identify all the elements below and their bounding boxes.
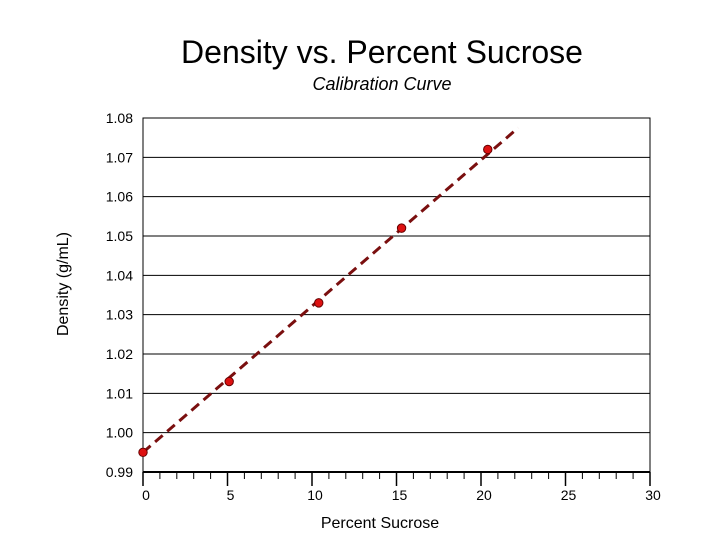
y-tick-label: 1.03	[106, 307, 133, 323]
axis-layer	[142, 471, 651, 486]
y-tick-label: 1.01	[106, 385, 133, 401]
grid-layer	[143, 156, 650, 434]
trendline	[142, 126, 520, 454]
tick-label-layer: 0.99 1.00 1.01 1.02 1.03 1.04 1.05 1.06 1.07 1.08…	[106, 110, 661, 503]
y-tick-label: 1.05	[106, 228, 133, 244]
y-tick-label: 0.99	[106, 464, 133, 480]
y-tick-label: 1.04	[106, 267, 133, 283]
x-tick-label: 0	[142, 487, 150, 503]
chart-title: Density vs. Percent Sucrose	[181, 34, 583, 70]
x-tick-label: 15	[392, 487, 408, 503]
data-point	[314, 298, 324, 308]
x-tick-label: 30	[645, 487, 661, 503]
x-tick-label: 20	[476, 487, 492, 503]
y-axis-label: Density (g/mL)	[55, 232, 72, 336]
y-tick-label: 1.00	[106, 425, 133, 441]
x-tick-label: 5	[227, 487, 235, 503]
data-point	[224, 376, 234, 387]
y-tick-label: 1.02	[106, 346, 133, 362]
data-point	[483, 144, 493, 155]
series-layer	[138, 126, 520, 458]
x-tick-label: 10	[307, 487, 323, 503]
y-tick-label: 1.07	[106, 149, 133, 165]
x-tick-label: 25	[561, 487, 577, 503]
chart-subtitle: Calibration Curve	[312, 74, 451, 94]
y-tick-label: 1.06	[106, 189, 133, 205]
data-point	[138, 447, 148, 458]
plot-frame	[142, 117, 651, 473]
y-tick-label: 1.08	[106, 110, 133, 126]
data-point	[396, 223, 407, 233]
x-axis-label: Percent Sucrose	[321, 515, 439, 532]
